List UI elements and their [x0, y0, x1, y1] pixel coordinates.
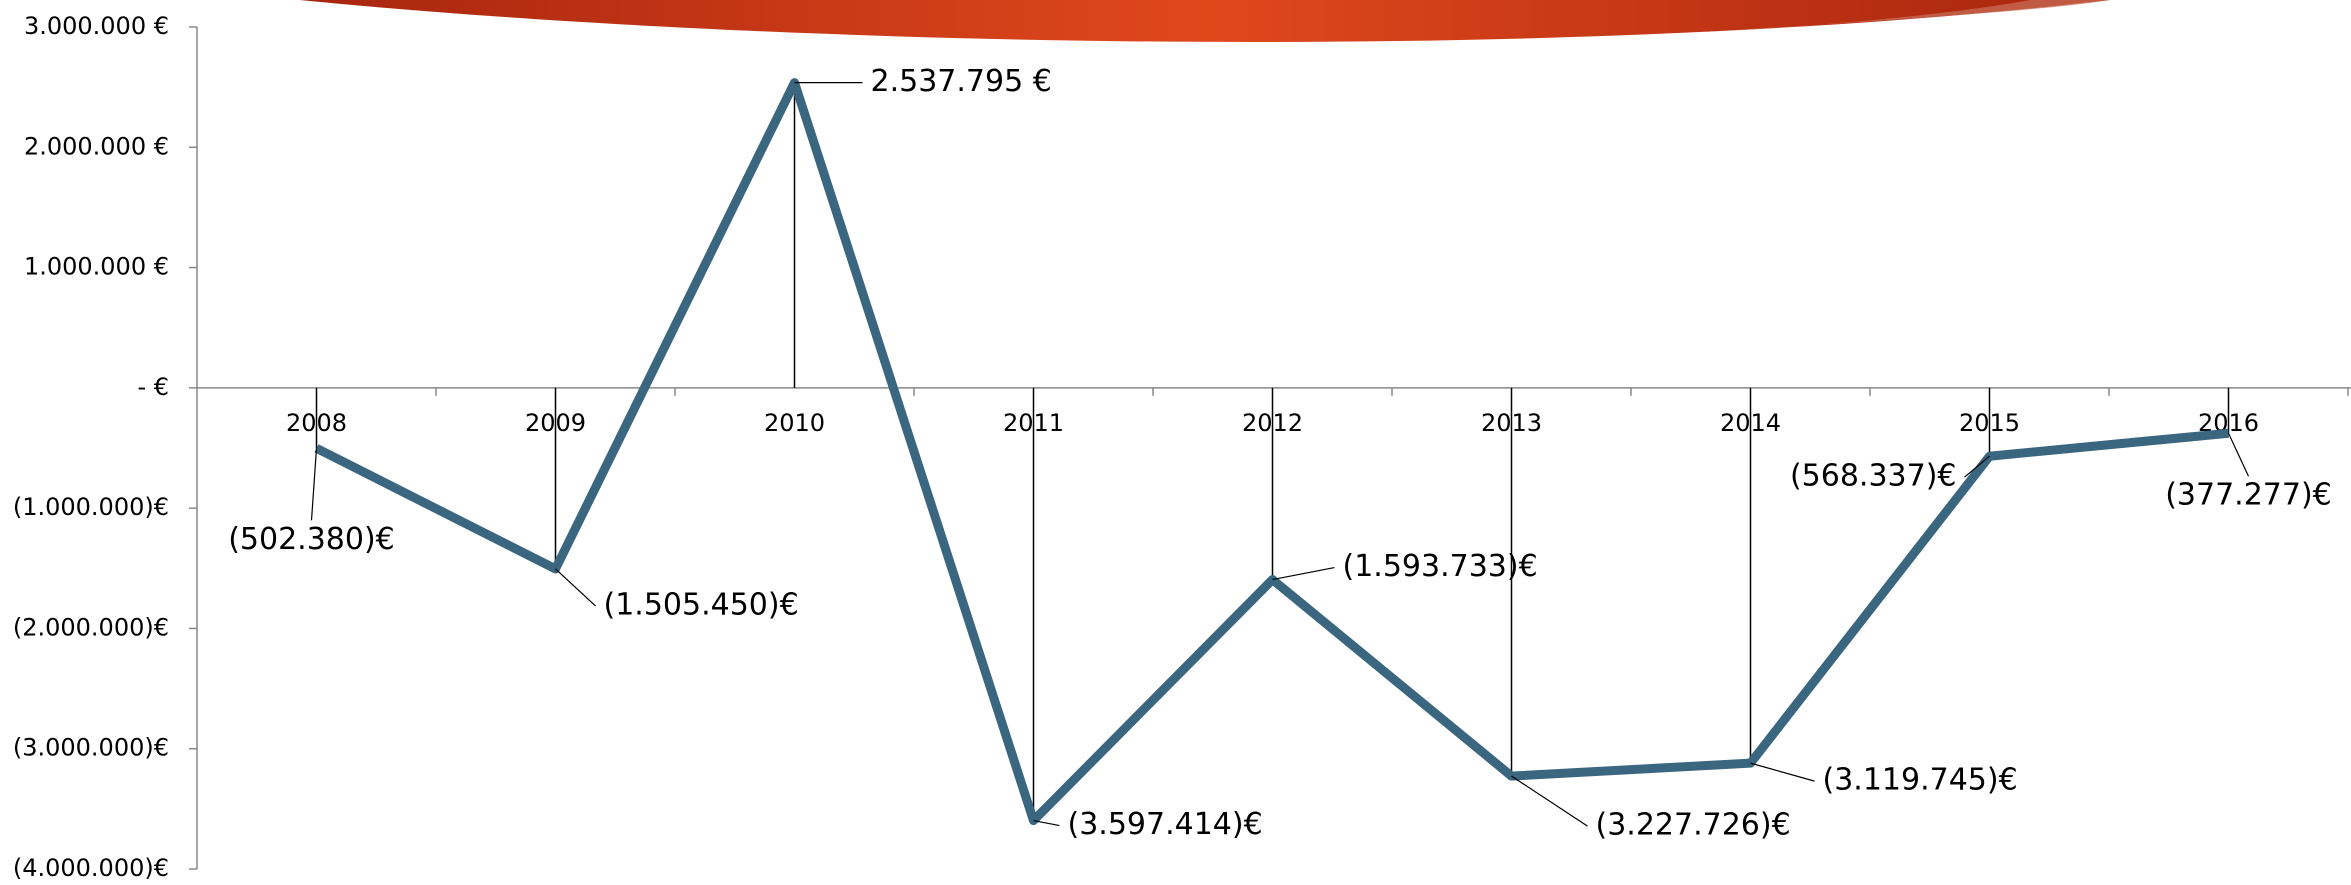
y-tick-label: 2.000.000 € [24, 132, 169, 160]
plot-area: (4.000.000)€ (3.000.000)€ (2.000.000)€ (1.0… [13, 12, 2351, 882]
label-leader [555, 568, 596, 607]
x-tick-label: 2010 [764, 409, 825, 437]
data-label: (502.380)€ [228, 522, 395, 557]
label-leader [1750, 762, 1815, 782]
label-leader [310, 448, 318, 521]
header-swoosh [300, 0, 2110, 42]
header-swoosh-highlight [1700, 0, 2110, 32]
label-leader [1033, 819, 1060, 827]
data-label: (3.597.414)€ [1068, 807, 1263, 842]
y-tick-label: (1.000.000)€ [13, 493, 169, 521]
y-tick-label: - € [137, 373, 169, 401]
data-label: (568.337)€ [1790, 459, 1957, 494]
y-tick-label: 3.000.000 € [24, 12, 169, 40]
label-leader [1511, 775, 1588, 827]
y-tick-label: 1.000.000 € [24, 253, 169, 281]
label-leader [1964, 455, 1990, 478]
data-label: 2.537.795 € [871, 64, 1052, 99]
data-label: (377.277)€ [2165, 478, 2332, 513]
y-tick-label: (3.000.000)€ [13, 734, 169, 762]
data-label: (1.593.733)€ [1343, 549, 1538, 584]
label-leader [1272, 566, 1335, 581]
data-label: (3.227.726)€ [1596, 808, 1791, 843]
y-tick-label: (2.000.000)€ [13, 613, 169, 641]
y-tick-label: (4.000.000)€ [13, 854, 169, 882]
data-label: (1.505.450)€ [604, 587, 799, 622]
label-leader [2227, 432, 2250, 477]
data-label: (3.119.745)€ [1823, 763, 2018, 798]
